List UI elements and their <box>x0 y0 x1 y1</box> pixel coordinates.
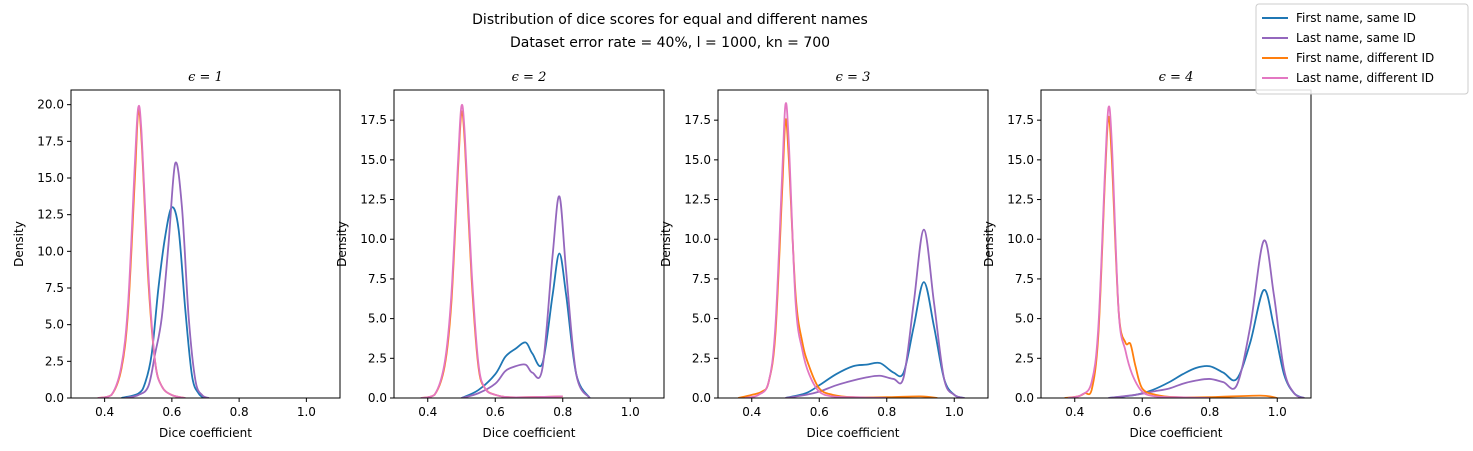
x-tick-label: 0.6 <box>1133 405 1152 419</box>
y-tick-label: 17.5 <box>684 113 711 127</box>
axes-frame <box>717 89 989 399</box>
y-tick-label: 7.5 <box>1015 272 1034 286</box>
legend-entry-label: Last name, different ID <box>1296 71 1434 85</box>
x-tick-label: 0.4 <box>1065 405 1084 419</box>
y-axis-label: Density <box>659 221 673 267</box>
y-tick-label: 12.5 <box>37 208 64 222</box>
series-line-4 <box>97 104 186 398</box>
y-tick-label: 15.0 <box>684 153 711 167</box>
y-tick-label: 5.0 <box>45 318 64 332</box>
series-line-2 <box>785 228 965 398</box>
y-tick-label: 5.0 <box>692 312 711 326</box>
series-line-2 <box>1108 239 1305 398</box>
series-line-3 <box>97 109 186 398</box>
y-axis-label: Density <box>982 221 996 267</box>
x-tick-label: 0.4 <box>418 405 437 419</box>
subplot-title: ϵ = 4 <box>1159 70 1194 85</box>
y-axis-label: Density <box>12 221 26 267</box>
series-line-4 <box>1067 105 1210 398</box>
axes-frame <box>393 89 665 399</box>
y-tick-label: 0.0 <box>1015 391 1034 405</box>
y-tick-label: 10.0 <box>360 232 387 246</box>
y-tick-label: 7.5 <box>368 272 387 286</box>
subplot-title: ϵ = 1 <box>188 70 223 85</box>
legend: First name, same ID Last name, same ID Fir… <box>1255 3 1469 95</box>
y-tick-label: 5.0 <box>368 312 387 326</box>
y-tick-label: 5.0 <box>1015 312 1034 326</box>
subplot-4: 0.4 0.6 0.8 1.0 0.0 2.5 5.0 7.5 10.0 12.5 15.0 17.5… <box>982 70 1312 440</box>
x-axis-label: Dice coefficient <box>807 426 900 440</box>
series-line-2 <box>461 195 591 398</box>
x-tick-label: 0.8 <box>553 405 572 419</box>
y-tick-label: 12.5 <box>1007 193 1034 207</box>
subplot-title: ϵ = 2 <box>512 70 547 85</box>
x-tick-label: 0.8 <box>1200 405 1219 419</box>
y-tick-label: 15.0 <box>1007 153 1034 167</box>
y-tick-label: 2.5 <box>45 354 64 368</box>
y-tick-label: 2.5 <box>1015 351 1034 365</box>
y-tick-label: 0.0 <box>45 391 64 405</box>
y-tick-label: 10.0 <box>1007 232 1034 246</box>
subplot-3: 0.4 0.6 0.8 1.0 0.0 2.5 5.0 7.5 10.0 12.5 15.0 17.5… <box>659 70 989 440</box>
figure-title: Distribution of dice scores for equal an… <box>472 12 868 28</box>
x-tick-label: 0.6 <box>486 405 505 419</box>
y-tick-label: 7.5 <box>45 281 64 295</box>
series-line-1 <box>1108 289 1305 398</box>
axes-frame <box>1040 89 1312 399</box>
x-tick-label: 0.4 <box>95 405 114 419</box>
y-tick-label: 17.5 <box>37 134 64 148</box>
series-line-1 <box>461 252 591 398</box>
legend-frame <box>1255 3 1469 95</box>
x-tick-label: 1.0 <box>297 405 316 419</box>
legend-entry-label: First name, same ID <box>1296 11 1416 25</box>
y-tick-label: 0.0 <box>692 391 711 405</box>
series-line-4 <box>420 104 563 398</box>
y-tick-label: 10.0 <box>37 244 64 258</box>
x-tick-label: 0.6 <box>162 405 181 419</box>
legend-entry-label: First name, different ID <box>1296 51 1434 65</box>
x-tick-label: 1.0 <box>945 405 964 419</box>
x-tick-label: 0.8 <box>877 405 896 419</box>
y-tick-label: 2.5 <box>692 351 711 365</box>
x-tick-label: 1.0 <box>1268 405 1287 419</box>
x-tick-label: 0.4 <box>742 405 761 419</box>
x-axis-label: Dice coefficient <box>483 426 576 440</box>
x-axis-label: Dice coefficient <box>159 426 252 440</box>
series-line-1 <box>121 206 206 398</box>
x-tick-label: 0.6 <box>810 405 829 419</box>
x-tick-label: 1.0 <box>621 405 640 419</box>
axes-frame <box>70 89 341 399</box>
y-tick-label: 15.0 <box>37 171 64 185</box>
y-tick-label: 17.5 <box>360 113 387 127</box>
y-tick-label: 0.0 <box>368 391 387 405</box>
y-tick-label: 15.0 <box>360 153 387 167</box>
series-line-3 <box>420 110 563 398</box>
y-axis-label: Density <box>335 221 349 267</box>
y-tick-label: 12.5 <box>360 193 387 207</box>
series-line-2 <box>124 161 210 398</box>
subplot-title: ϵ = 3 <box>836 70 871 85</box>
y-tick-label: 10.0 <box>684 232 711 246</box>
subplot-2: 0.4 0.6 0.8 1.0 0.0 2.5 5.0 7.5 10.0 12.5 15.0 17.5… <box>335 70 665 440</box>
y-tick-label: 12.5 <box>684 193 711 207</box>
figure-subtitle: Dataset error rate = 40%, l = 1000, kn =… <box>510 35 830 51</box>
legend-entry-label: Last name, same ID <box>1296 31 1416 45</box>
x-tick-label: 0.8 <box>230 405 249 419</box>
x-axis-label: Dice coefficient <box>1130 426 1223 440</box>
y-tick-label: 20.0 <box>37 98 64 112</box>
y-tick-label: 17.5 <box>1007 113 1034 127</box>
y-tick-label: 7.5 <box>692 272 711 286</box>
subplot-1: 0.4 0.6 0.8 1.0 0.0 2.5 5.0 7.5 10.0 12.5 15.0 17.5… <box>12 70 341 440</box>
y-tick-label: 2.5 <box>368 351 387 365</box>
series-line-4 <box>744 102 887 398</box>
